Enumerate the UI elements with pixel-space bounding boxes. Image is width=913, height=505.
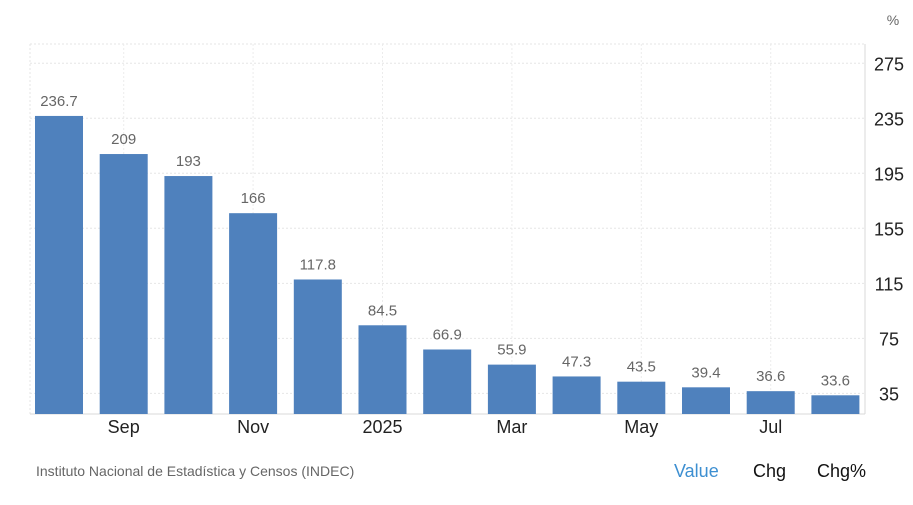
y-tick-label: 75 (879, 329, 899, 349)
bar[interactable] (358, 325, 407, 414)
view-tabs: Value Chg Chg% (0, 461, 913, 485)
x-tick-label: Nov (237, 417, 269, 437)
x-tick-label: 2025 (362, 417, 402, 437)
bar-value-label: 55.9 (497, 342, 526, 359)
bar-value-label: 47.3 (562, 353, 591, 370)
y-tick-label: 235 (874, 109, 904, 129)
bars (35, 115, 860, 415)
x-tick-label: May (624, 417, 658, 437)
bar-value-label: 33.6 (821, 372, 850, 389)
y-tick-label: 195 (874, 164, 904, 184)
bar-value-label: 84.5 (368, 302, 397, 319)
data-labels: 236.7 209 193 166 117.8 84.5 66.9 55.9 47.3 43.5 3… (40, 93, 850, 389)
y-tick-label: 155 (874, 219, 904, 239)
source-attribution: Instituto Nacional de Estadística y Cens… (36, 463, 355, 479)
tab-chg-percent[interactable]: Chg% (817, 461, 867, 481)
tab-value[interactable]: Value (674, 461, 719, 481)
bar-value-label: 166 (241, 190, 266, 207)
tab-chg[interactable]: Chg (753, 461, 787, 481)
x-tick-label: Sep (108, 417, 140, 437)
bar[interactable] (746, 391, 795, 414)
y-tick-label: 35 (879, 384, 899, 404)
bar[interactable] (423, 349, 472, 414)
bar[interactable] (35, 115, 83, 415)
bar[interactable] (552, 376, 601, 414)
bar[interactable] (811, 395, 860, 414)
bar-value-label: 236.7 (40, 93, 78, 110)
bar-chart: 236.7 209 193 166 117.8 84.5 66.9 55.9 47.3 43.5 3… (29, 12, 904, 437)
y-axis-ticks: 35 75 115 155 195 235 275 (874, 54, 904, 404)
bar[interactable] (487, 364, 536, 414)
bar-value-label: 43.5 (627, 359, 656, 376)
bar-value-label: 193 (176, 153, 201, 170)
bar-value-label: 39.4 (691, 364, 720, 381)
bar-value-label: 117.8 (300, 256, 336, 273)
bar-value-label: 36.6 (756, 368, 785, 385)
y-tick-label: 275 (874, 54, 904, 74)
bar[interactable] (229, 213, 278, 414)
y-tick-label: 115 (875, 274, 904, 294)
bar-value-label: 66.9 (433, 326, 462, 343)
y-axis-unit-label: % (887, 12, 899, 28)
bar[interactable] (164, 176, 213, 414)
bar-value-label: 209 (111, 131, 136, 148)
x-tick-label: Mar (496, 417, 527, 437)
bar[interactable] (682, 387, 730, 414)
bar[interactable] (617, 381, 666, 414)
bar[interactable] (293, 279, 342, 414)
x-axis-ticks: Sep Nov 2025 Mar May Jul (108, 417, 783, 437)
x-tick-label: Jul (759, 417, 782, 437)
bar[interactable] (99, 154, 148, 414)
